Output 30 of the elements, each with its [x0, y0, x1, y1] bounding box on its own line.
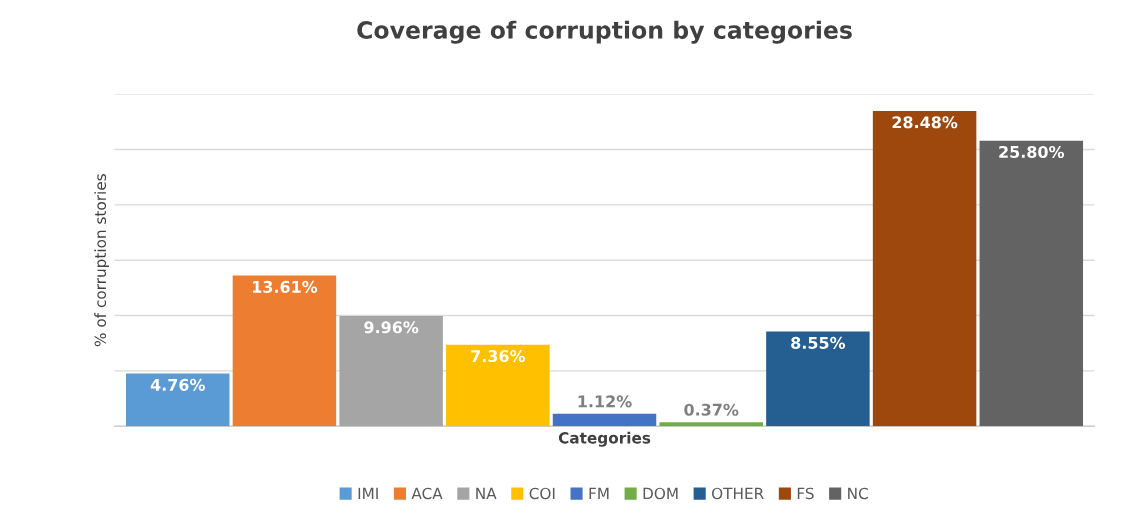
- bar: [126, 373, 230, 427]
- chart-title: Coverage of corruption by categories: [357, 20, 852, 44]
- legend-label: OTHER: [711, 487, 764, 500]
- bar: [872, 110, 977, 427]
- bar: [659, 422, 763, 427]
- bar: [339, 315, 443, 427]
- data-label: 7.36%: [471, 350, 526, 363]
- data-label: 9.96%: [364, 321, 419, 334]
- legend-label: FS: [797, 487, 814, 500]
- legend-label: COI: [529, 487, 555, 500]
- legend-label: ACA: [411, 487, 443, 500]
- bar: [552, 413, 657, 427]
- bar: [446, 344, 550, 427]
- x-axis-title: Categories: [558, 431, 651, 447]
- bar: [232, 275, 337, 427]
- legend-label: FM: [589, 487, 609, 499]
- data-label: 4.76%: [150, 378, 205, 391]
- data-label: 25.80%: [999, 145, 1065, 158]
- legend-label: DOM: [643, 487, 678, 500]
- data-label: 0.37%: [684, 403, 739, 416]
- y-axis-title: % of corruption stories: [94, 174, 110, 347]
- data-label: 8.55%: [791, 336, 846, 349]
- data-label: 28.48%: [892, 116, 958, 129]
- data-label: 13.61%: [252, 280, 318, 293]
- bar: [766, 331, 870, 427]
- legend-label: NC: [848, 487, 868, 500]
- bar: [979, 140, 1084, 427]
- data-label: 1.12%: [578, 395, 632, 408]
- legend-label: NA: [476, 487, 497, 499]
- legend-label: IMI: [358, 487, 378, 499]
